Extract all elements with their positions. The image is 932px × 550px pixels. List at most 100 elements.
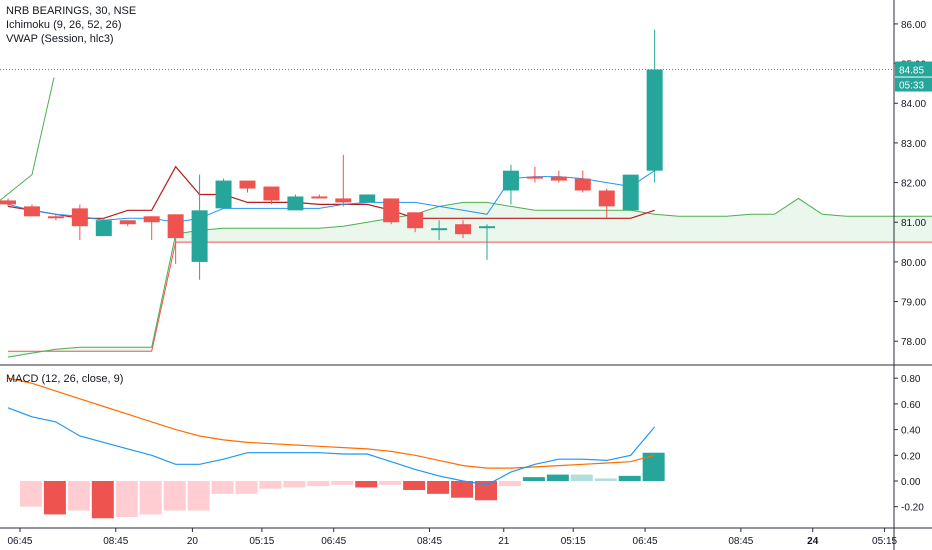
price-tick-label: 78.00: [901, 337, 926, 348]
time-tick-label: 06:45: [633, 536, 658, 547]
price-badge: [895, 61, 932, 77]
macd-legend: MACD (12, 26, close, 9): [6, 372, 123, 386]
time-tick-label: 05:15: [249, 536, 274, 547]
candle-body: [622, 174, 639, 211]
macd-histogram-bar: [594, 478, 617, 481]
candle-body: [383, 198, 400, 223]
candle-body: [263, 186, 280, 201]
legend-ichimoku: Ichimoku (9, 26, 52, 26): [6, 19, 122, 31]
macd-histogram-bar: [451, 481, 474, 498]
macd-histogram-bar: [403, 481, 426, 490]
time-tick-label: 24: [807, 536, 819, 547]
candle-body: [191, 210, 208, 262]
macd-histogram-bar: [139, 481, 162, 515]
time-tick-label: 05:15: [561, 536, 586, 547]
price-tick-label: 79.00: [901, 298, 926, 309]
macd-histogram-bar: [67, 481, 90, 511]
ichimoku-span-b-line: [8, 241, 932, 352]
macd-histogram-bar: [115, 481, 138, 517]
time-tick-label: 06:45: [7, 536, 32, 547]
macd-histogram-bar: [331, 481, 354, 485]
legend: NRB BEARINGS, 30, NSE Ichimoku (9, 26, 5…: [6, 4, 136, 46]
price-tick-label: 81.00: [901, 218, 926, 229]
macd-histogram-bar: [618, 475, 641, 481]
macd-histogram-bar: [91, 481, 114, 519]
candle-body: [359, 194, 376, 203]
macd-histogram-bar: [187, 481, 210, 511]
time-tick-label: 05:15: [872, 536, 897, 547]
ichimoku-base-line: [7, 165, 655, 219]
ichimoku-cloud: [8, 198, 932, 358]
candle-body: [215, 180, 232, 209]
macd-histogram-bar: [307, 481, 330, 487]
candle-body: [574, 178, 591, 191]
candle-body: [287, 196, 304, 211]
macd-tick-label: 0.60: [901, 400, 921, 411]
ichimoku-conversion-line: [7, 170, 655, 223]
macd-tick-label: 0.00: [901, 477, 921, 488]
ichimoku-lagging-line: [0, 77, 55, 201]
price-tick-label: 82.00: [901, 179, 926, 190]
price-tick-label: 83.00: [901, 139, 926, 150]
candle-body: [598, 190, 615, 207]
candle-body: [455, 224, 472, 235]
macd-histogram-bar: [498, 481, 521, 487]
legend-vwap: VWAP (Session, hlc3): [6, 33, 114, 45]
price-pane[interactable]: [0, 29, 932, 358]
candle-body: [479, 226, 495, 229]
macd-histogram-bar: [259, 481, 282, 489]
candle-body: [71, 208, 88, 227]
candle-body: [167, 214, 184, 239]
legend-symbol: NRB BEARINGS, 30, NSE: [6, 5, 137, 17]
price-tick-label: 84.00: [901, 99, 926, 110]
candle-body: [335, 198, 352, 203]
macd-histogram-bar: [475, 481, 497, 501]
time-tick-label: 06:45: [321, 536, 346, 547]
macd-histogram-bar: [379, 481, 402, 485]
macd-tick-label: 0.40: [901, 426, 921, 437]
macd-histogram-bar: [19, 481, 42, 507]
timer-badge-label: 05:33: [899, 81, 924, 92]
macd-histogram-bar: [355, 481, 378, 488]
candle-body: [143, 216, 160, 223]
macd-tick-label: 0.80: [901, 374, 921, 385]
candle-body: [526, 176, 543, 179]
timer-badge: [895, 77, 932, 92]
candle-body: [646, 69, 663, 171]
ichimoku-span-a-line: [7, 197, 932, 358]
candle-body: [95, 220, 112, 237]
macd-histogram-bar: [163, 481, 186, 511]
macd-histogram-bar: [283, 481, 306, 488]
candle-body: [502, 170, 519, 191]
time-tick-label: 08:45: [728, 536, 753, 547]
candle-body: [311, 196, 328, 199]
macd-pane[interactable]: [7, 377, 665, 519]
time-tick-label: 21: [498, 536, 510, 547]
macd-tick-label: 0.20: [901, 451, 921, 462]
macd-signal-line: [7, 377, 655, 469]
macd-histogram-bar: [642, 452, 665, 481]
macd-histogram-bar: [427, 481, 450, 494]
time-tick-label: 08:45: [417, 536, 442, 547]
price-tick-label: 80.00: [901, 258, 926, 269]
candle-body: [550, 176, 567, 181]
macd-histogram-bar: [570, 474, 593, 481]
time-tick-label: 08:45: [103, 536, 128, 547]
legend-macd: MACD (12, 26, close, 9): [6, 373, 124, 385]
candle-body: [431, 228, 448, 231]
price-tick-label: 86.00: [901, 20, 926, 31]
candle-body: [0, 200, 16, 205]
time-tick-label: 20: [187, 536, 199, 547]
macd-histogram-bar: [522, 477, 545, 481]
macd-histogram-bar: [546, 474, 569, 481]
macd-histogram-bar: [211, 481, 234, 494]
candle-body: [119, 220, 136, 225]
price-badge-label: 84.85: [899, 66, 924, 77]
candle-body: [47, 216, 64, 219]
macd-histogram-bar: [43, 481, 66, 515]
candle-body: [407, 212, 424, 229]
macd-tick-label: -0.20: [901, 503, 924, 514]
macd-line: [7, 407, 656, 486]
